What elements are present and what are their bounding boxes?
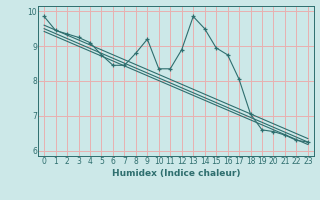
- X-axis label: Humidex (Indice chaleur): Humidex (Indice chaleur): [112, 169, 240, 178]
